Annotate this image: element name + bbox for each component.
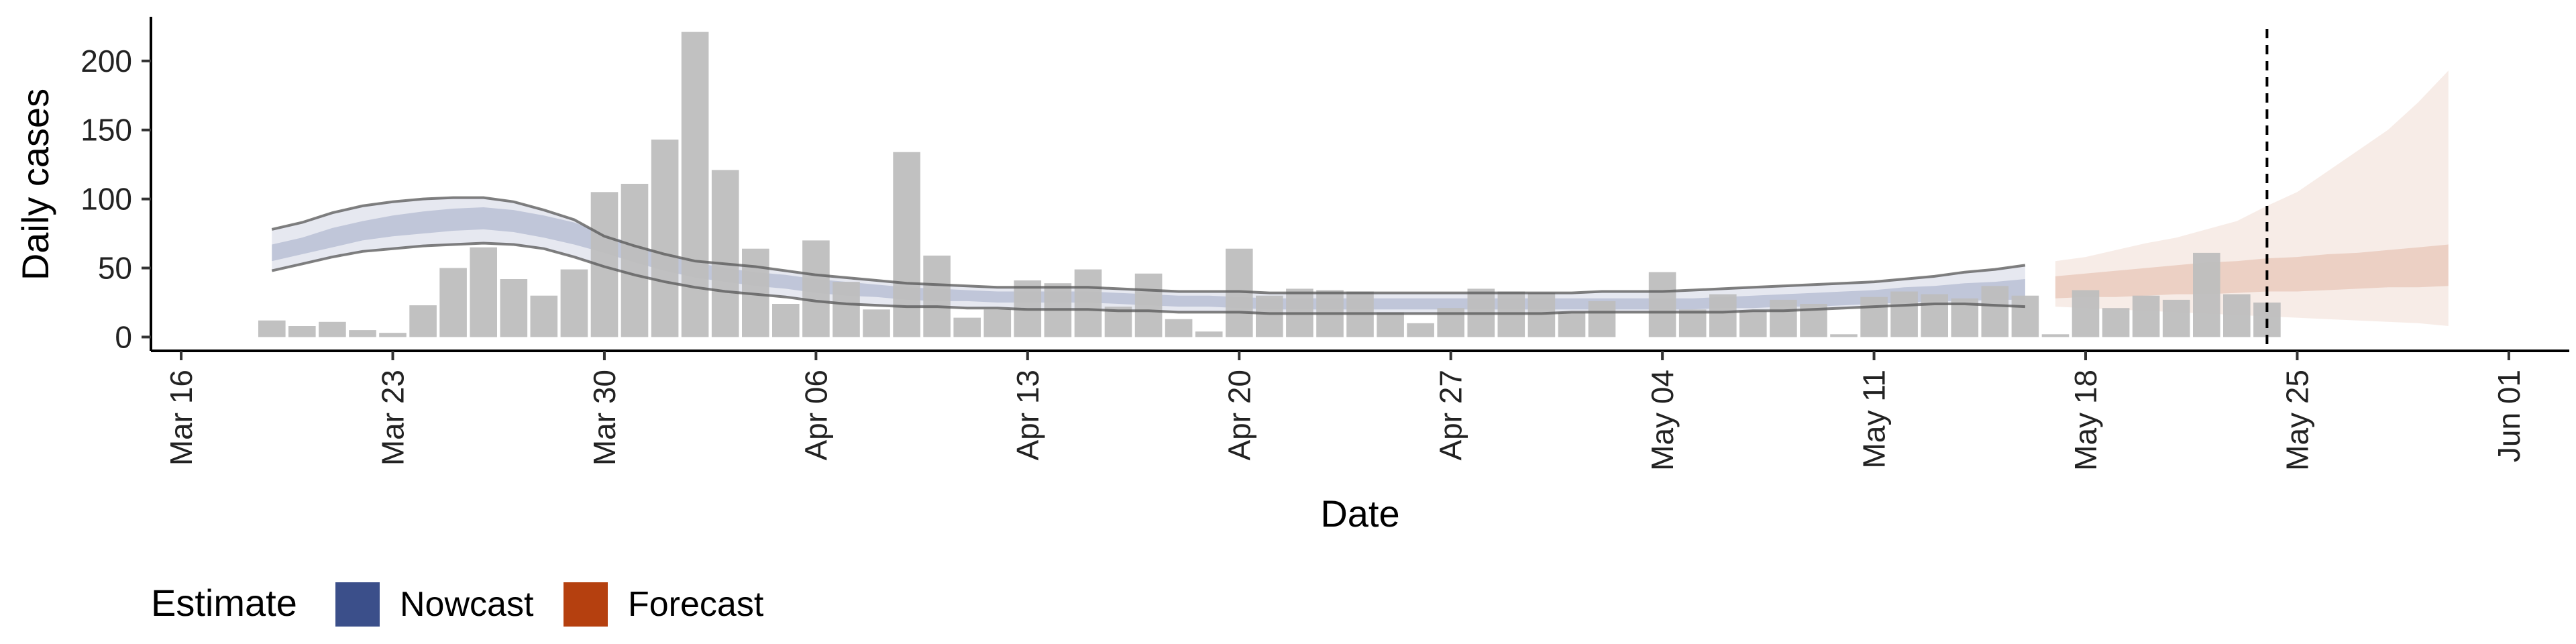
x-axis-ticks: Mar 16 Mar 23 Mar 30 Apr 06 Apr 13 Apr 20 Apr …: [164, 351, 2526, 471]
case-bar: [1678, 309, 1707, 337]
x-tick-label: Mar 23: [376, 370, 411, 466]
case-bar: [439, 268, 467, 337]
case-bar: [1527, 292, 1556, 337]
y-tick-label: 50: [98, 251, 132, 286]
y-tick-label: 100: [80, 182, 132, 217]
case-bar: [2132, 295, 2160, 337]
y-axis-title: Daily cases: [14, 89, 56, 280]
case-bar: [1074, 269, 1102, 337]
case-bar: [2193, 252, 2220, 337]
case-bar: [802, 240, 830, 337]
case-bar: [2162, 299, 2190, 337]
x-tick-label: May 04: [1645, 370, 1680, 471]
nowcast-90-band: [272, 197, 2025, 314]
case-bar: [983, 309, 1012, 337]
case-bar: [1377, 312, 1404, 337]
case-bar: [1558, 312, 1586, 337]
legend-items: Nowcast Forecast: [335, 582, 764, 627]
case-bar: [288, 326, 316, 337]
case-bar: [621, 184, 649, 337]
case-bar: [953, 317, 981, 337]
case-bar: [379, 333, 407, 337]
case-bar: [1134, 273, 1163, 337]
case-bar: [1770, 299, 1797, 337]
x-tick-label: Apr 13: [1010, 370, 1045, 461]
axes: 0 50 100 150 200 Mar 16 Mar 23 Mar 30 Apr 06 Apr…: [80, 17, 2569, 471]
legend-swatch: [564, 582, 608, 627]
legend-title: Estimate: [151, 582, 297, 624]
x-tick-label: May 18: [2068, 370, 2103, 471]
case-bar: [2041, 334, 2070, 337]
case-bar: [470, 247, 497, 337]
case-bar: [2072, 290, 2100, 337]
case-bar: [500, 279, 528, 337]
case-bar: [1981, 286, 2009, 337]
case-bar: [349, 330, 376, 337]
case-bar: [530, 295, 558, 337]
case-bar: [651, 140, 679, 337]
plot-panel: [258, 29, 2449, 351]
case-bar: [1195, 331, 1223, 337]
case-bar: [711, 170, 739, 337]
forecast-50-band: [2055, 244, 2449, 299]
case-bar: [2223, 294, 2251, 337]
case-bar: [560, 269, 588, 337]
x-tick-label: May 11: [1857, 370, 1892, 468]
nowcast-lower-line: [271, 241, 2025, 315]
case-bar: [1165, 319, 1193, 337]
x-tick-label: May 25: [2279, 370, 2314, 471]
case-bar: [1890, 291, 1918, 337]
x-tick-label: Apr 27: [1434, 370, 1468, 461]
case-bar: [1860, 297, 1888, 337]
case-bar: [1407, 323, 1434, 337]
x-axis-title: Date: [1320, 492, 1399, 535]
nowcast-upper-line: [271, 196, 2026, 294]
x-tick-label: Mar 16: [164, 370, 199, 466]
case-bar: [772, 304, 800, 337]
legend: Estimate Nowcast Forecast: [151, 582, 764, 627]
case-bar: [923, 256, 951, 337]
y-tick-label: 150: [80, 113, 132, 148]
y-axis-ticks: 0 50 100 150 200: [80, 44, 151, 354]
case-bar: [2011, 295, 2039, 337]
case-bar: [409, 305, 437, 337]
case-bar: [893, 152, 920, 337]
legend-label: Forecast: [628, 585, 764, 624]
case-bar: [681, 32, 709, 337]
y-tick-label: 200: [80, 44, 132, 78]
case-bar: [1709, 294, 1737, 337]
estimate-boundary-lines: [271, 196, 2026, 315]
forecast-90-band: [2055, 70, 2449, 327]
case-bar: [863, 309, 890, 337]
case-bar: [1588, 301, 1616, 337]
x-tick-label: Apr 20: [1222, 370, 1256, 461]
x-tick-label: Mar 30: [587, 370, 622, 466]
x-tick-label: Jun 01: [2491, 370, 2526, 462]
y-tick-label: 0: [115, 319, 132, 354]
legend-label: Nowcast: [400, 585, 534, 624]
case-bar: [319, 321, 346, 337]
case-bar: [2102, 308, 2130, 337]
x-tick-label: Apr 06: [798, 370, 833, 461]
case-bar: [833, 282, 860, 337]
case-bar: [258, 320, 286, 337]
case-bar: [1256, 295, 1283, 337]
case-bar: [1648, 272, 1676, 337]
legend-swatch: [335, 582, 380, 627]
case-bar: [1830, 334, 1858, 337]
case-bar: [1921, 294, 1948, 337]
case-bar: [1739, 311, 1767, 337]
